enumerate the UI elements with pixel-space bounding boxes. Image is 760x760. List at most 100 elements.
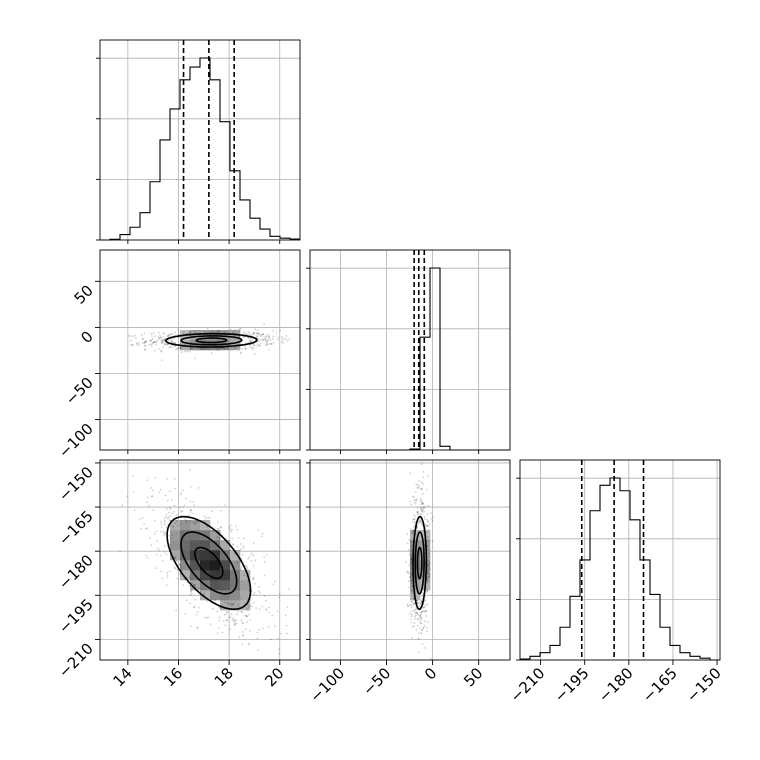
sample-point bbox=[252, 333, 255, 335]
sample-point bbox=[203, 515, 206, 518]
sample-point bbox=[249, 338, 252, 341]
sample-point bbox=[285, 624, 288, 627]
sample-point bbox=[216, 527, 219, 530]
sample-point bbox=[166, 335, 169, 338]
ytick-label-p2: −210 bbox=[55, 640, 97, 682]
sample-point bbox=[418, 520, 420, 523]
pair-p1-p2-contours bbox=[412, 515, 428, 610]
sample-point bbox=[174, 345, 177, 347]
sample-point bbox=[281, 339, 284, 341]
sample-point bbox=[262, 333, 265, 336]
sample-point bbox=[160, 339, 162, 342]
sample-point bbox=[232, 331, 234, 334]
xtick-label-p0: 14 bbox=[109, 664, 135, 690]
sample-point bbox=[420, 498, 423, 501]
sample-point bbox=[414, 502, 417, 505]
sample-point bbox=[264, 339, 267, 342]
sample-point bbox=[155, 530, 158, 533]
contour-1 bbox=[414, 531, 425, 595]
sample-point bbox=[182, 332, 185, 335]
sample-point bbox=[425, 615, 427, 617]
sample-point bbox=[420, 506, 423, 509]
sample-point bbox=[250, 334, 253, 337]
sample-point bbox=[233, 347, 236, 350]
contour-0 bbox=[195, 337, 228, 344]
ytick-label-p1: −50 bbox=[62, 374, 97, 409]
sample-point bbox=[180, 510, 183, 512]
sample-point bbox=[410, 561, 413, 564]
sample-point bbox=[268, 611, 271, 614]
sample-point bbox=[247, 604, 249, 606]
sample-point bbox=[179, 563, 182, 566]
sample-point bbox=[203, 592, 206, 595]
sample-point bbox=[171, 346, 174, 348]
sample-point bbox=[180, 566, 183, 568]
density-cell bbox=[170, 550, 181, 561]
sample-point bbox=[191, 521, 194, 523]
sample-point bbox=[420, 508, 423, 511]
sample-point bbox=[265, 343, 268, 346]
sample-point bbox=[414, 615, 417, 618]
sample-point bbox=[413, 609, 415, 612]
sample-point bbox=[256, 335, 258, 337]
sample-point bbox=[209, 331, 212, 334]
sample-point bbox=[139, 518, 141, 521]
sample-point bbox=[189, 578, 192, 580]
sample-point bbox=[263, 323, 266, 325]
sample-point bbox=[131, 343, 134, 346]
sample-point bbox=[240, 351, 242, 354]
sample-point bbox=[174, 342, 176, 344]
sample-point bbox=[249, 340, 252, 343]
sample-point bbox=[405, 560, 408, 563]
sample-point bbox=[410, 555, 413, 558]
xtick-label-p0: 20 bbox=[261, 664, 287, 690]
sample-point bbox=[410, 590, 413, 593]
sample-point bbox=[416, 512, 419, 515]
sample-point bbox=[423, 505, 426, 508]
sample-point bbox=[181, 510, 184, 512]
sample-point bbox=[234, 329, 237, 331]
sample-point bbox=[164, 532, 167, 535]
sample-point bbox=[418, 518, 421, 520]
sample-point bbox=[415, 608, 418, 611]
sample-point bbox=[266, 339, 269, 342]
sample-point bbox=[241, 553, 244, 556]
sample-point bbox=[251, 346, 253, 349]
sample-point bbox=[280, 335, 283, 338]
sample-point bbox=[258, 345, 261, 347]
sample-point bbox=[176, 524, 179, 527]
sample-point bbox=[146, 479, 149, 482]
sample-point bbox=[218, 536, 221, 539]
sample-point bbox=[426, 488, 428, 491]
sample-point bbox=[413, 625, 415, 627]
sample-point bbox=[163, 333, 165, 335]
sample-point bbox=[425, 589, 428, 591]
sample-point bbox=[432, 516, 435, 518]
sample-point bbox=[426, 630, 428, 633]
sample-point bbox=[197, 586, 200, 589]
sample-point bbox=[166, 478, 169, 480]
sample-point bbox=[135, 343, 138, 346]
sample-point bbox=[232, 346, 235, 349]
sample-point bbox=[144, 527, 147, 530]
sample-point bbox=[241, 621, 243, 624]
sample-point bbox=[238, 635, 241, 638]
sample-point bbox=[419, 500, 422, 502]
sample-point bbox=[415, 498, 418, 500]
sample-point bbox=[166, 499, 169, 502]
sample-point bbox=[197, 329, 200, 332]
sample-point bbox=[247, 557, 250, 560]
density-cell bbox=[210, 530, 221, 541]
sample-point bbox=[416, 602, 419, 604]
sample-point bbox=[161, 341, 163, 344]
density-cell bbox=[210, 590, 221, 601]
sample-point bbox=[146, 496, 149, 499]
sample-point bbox=[252, 564, 255, 567]
sample-point bbox=[187, 514, 190, 517]
sample-point bbox=[144, 340, 147, 343]
sample-point bbox=[166, 344, 168, 346]
sample-point bbox=[426, 549, 429, 551]
sample-point bbox=[161, 340, 164, 343]
sample-point bbox=[427, 520, 430, 523]
sample-point bbox=[206, 616, 209, 619]
